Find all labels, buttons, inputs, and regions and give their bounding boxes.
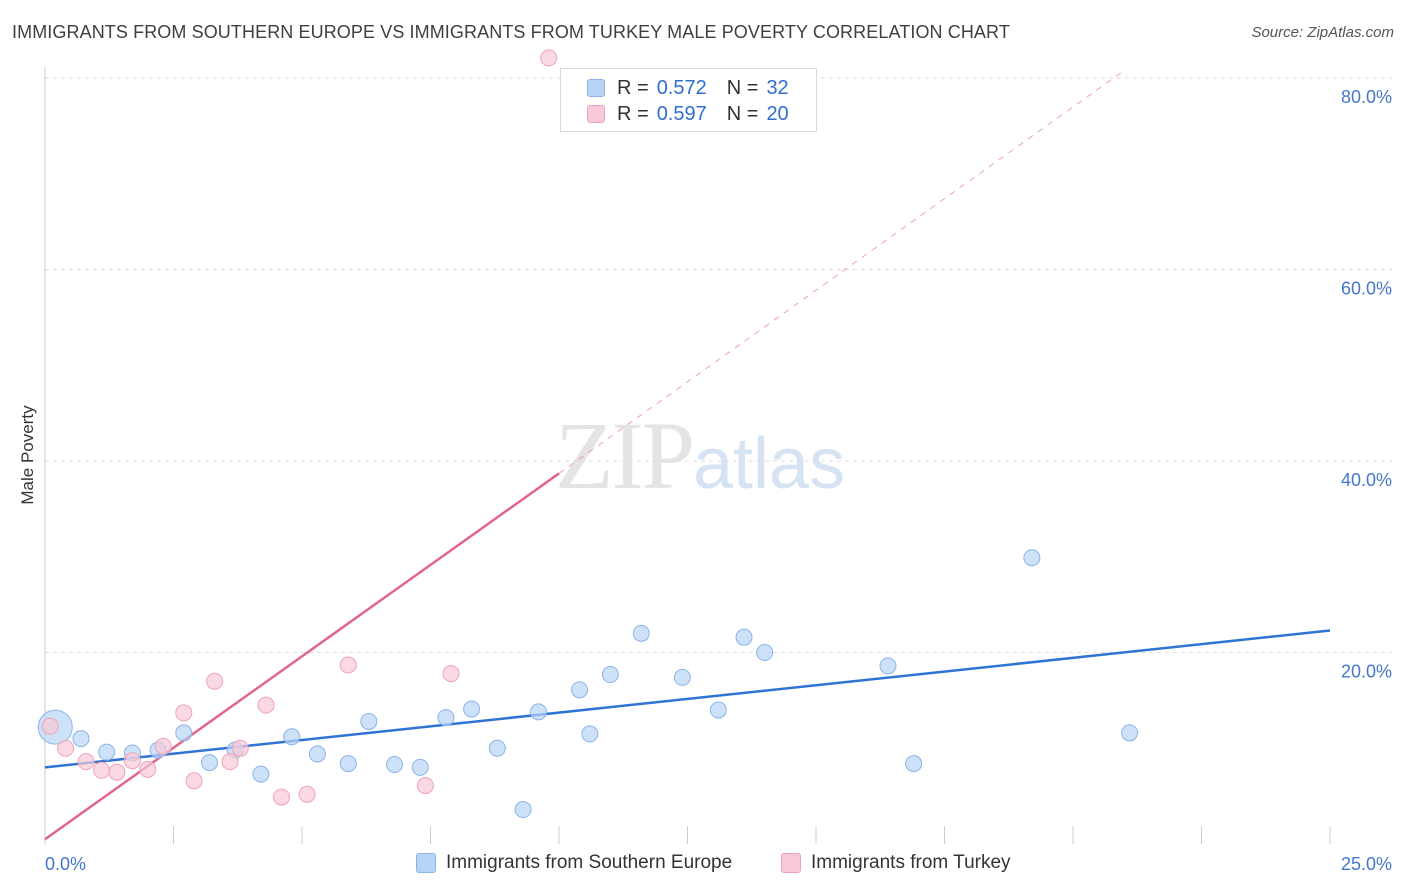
point-turkey bbox=[175, 704, 193, 722]
point-southern-europe bbox=[360, 712, 378, 730]
point-southern-europe bbox=[1023, 549, 1041, 567]
point-southern-europe bbox=[756, 644, 774, 661]
point-turkey bbox=[41, 717, 59, 735]
point-southern-europe bbox=[488, 739, 506, 757]
y-tick-label: 60.0% bbox=[1341, 279, 1392, 299]
point-southern-europe bbox=[252, 765, 270, 783]
point-turkey bbox=[77, 753, 95, 771]
axes bbox=[44, 67, 1331, 844]
r-value: 0.572 bbox=[656, 76, 707, 99]
legend-row-turkey: R = 0.597 N = 20 bbox=[587, 102, 809, 126]
point-turkey bbox=[540, 49, 558, 67]
point-southern-europe bbox=[72, 730, 90, 748]
point-southern-europe bbox=[339, 755, 357, 773]
legend-item-southern-europe: Immigrants from Southern Europe bbox=[416, 852, 732, 874]
r-value: 0.597 bbox=[656, 102, 707, 125]
point-southern-europe bbox=[632, 624, 650, 642]
legend-swatch-blue bbox=[416, 853, 436, 873]
data-points bbox=[37, 49, 1139, 819]
tick-labels: 20.0% 40.0% 60.0% 80.0% 0.0% 25.0% bbox=[45, 87, 1392, 874]
x-tick-label: 25.0% bbox=[1341, 854, 1392, 874]
point-southern-europe bbox=[437, 709, 455, 727]
n-value: 32 bbox=[766, 76, 789, 99]
point-turkey bbox=[185, 772, 203, 790]
y-tick-label: 20.0% bbox=[1341, 662, 1392, 682]
chart-title: IMMIGRANTS FROM SOUTHERN EUROPE VS IMMIG… bbox=[12, 22, 1010, 42]
point-southern-europe bbox=[386, 756, 404, 774]
point-turkey bbox=[221, 753, 239, 771]
legend-label: Immigrants from Turkey bbox=[811, 852, 1011, 873]
point-southern-europe bbox=[514, 801, 532, 819]
point-southern-europe bbox=[905, 755, 923, 773]
watermark-atlas: atlas bbox=[693, 424, 846, 504]
trend-extension-turkey bbox=[558, 69, 1125, 474]
point-turkey bbox=[123, 752, 141, 770]
point-turkey bbox=[298, 785, 316, 803]
point-southern-europe bbox=[411, 758, 429, 776]
legend-row-southern-europe: R = 0.572 N = 32 bbox=[587, 76, 809, 100]
trend-line-southern-europe bbox=[44, 629, 1331, 769]
n-label: N = bbox=[726, 76, 759, 99]
point-turkey bbox=[272, 788, 290, 806]
point-southern-europe bbox=[571, 681, 589, 699]
point-turkey bbox=[416, 777, 434, 795]
point-turkey bbox=[139, 760, 157, 778]
r-label: R = bbox=[617, 102, 649, 125]
point-turkey bbox=[442, 665, 460, 683]
watermark: ZIPatlas bbox=[555, 400, 845, 511]
point-turkey bbox=[339, 656, 357, 674]
n-label: N = bbox=[726, 102, 759, 125]
point-turkey bbox=[57, 739, 75, 757]
grid-lines bbox=[45, 77, 1392, 653]
legend-swatch-pink bbox=[587, 105, 605, 123]
n-value: 20 bbox=[766, 102, 789, 125]
point-southern-europe bbox=[1121, 724, 1139, 742]
legend-swatch-pink bbox=[781, 853, 801, 873]
point-southern-europe bbox=[879, 657, 897, 675]
x-tick-label: 0.0% bbox=[45, 854, 86, 874]
point-turkey bbox=[231, 739, 249, 757]
r-label: R = bbox=[617, 76, 649, 99]
point-southern-europe bbox=[175, 724, 193, 742]
point-southern-europe bbox=[283, 728, 301, 746]
point-southern-europe bbox=[673, 668, 691, 686]
point-southern-europe bbox=[601, 666, 619, 684]
point-southern-europe bbox=[735, 628, 753, 646]
trend-lines bbox=[44, 69, 1331, 841]
point-turkey bbox=[154, 737, 172, 755]
source-label: Source: ZipAtlas.com bbox=[1251, 24, 1394, 41]
correlation-legend: R = 0.572 N = 32 R = 0.597 N = 20 bbox=[560, 68, 817, 132]
legend-label: Immigrants from Southern Europe bbox=[446, 852, 733, 873]
series-legend: Immigrants from Southern Europe Immigran… bbox=[0, 852, 1406, 878]
point-southern-europe bbox=[98, 743, 116, 761]
point-southern-europe bbox=[529, 703, 547, 721]
trend-line-turkey bbox=[44, 472, 560, 841]
y-tick-label: 40.0% bbox=[1341, 470, 1392, 490]
legend-swatch-blue bbox=[587, 79, 605, 97]
point-turkey bbox=[206, 672, 224, 690]
y-tick-label: 80.0% bbox=[1341, 87, 1392, 107]
watermark-zip: ZIP bbox=[555, 402, 695, 509]
point-southern-europe bbox=[709, 701, 727, 719]
legend-item-turkey: Immigrants from Turkey bbox=[781, 852, 1011, 874]
point-turkey bbox=[108, 763, 126, 781]
point-southern-europe bbox=[200, 754, 218, 772]
point-southern-europe bbox=[581, 725, 599, 743]
point-southern-europe bbox=[308, 745, 326, 763]
point-turkey bbox=[257, 696, 275, 714]
point-southern-europe bbox=[463, 700, 481, 718]
point-turkey bbox=[93, 761, 111, 779]
